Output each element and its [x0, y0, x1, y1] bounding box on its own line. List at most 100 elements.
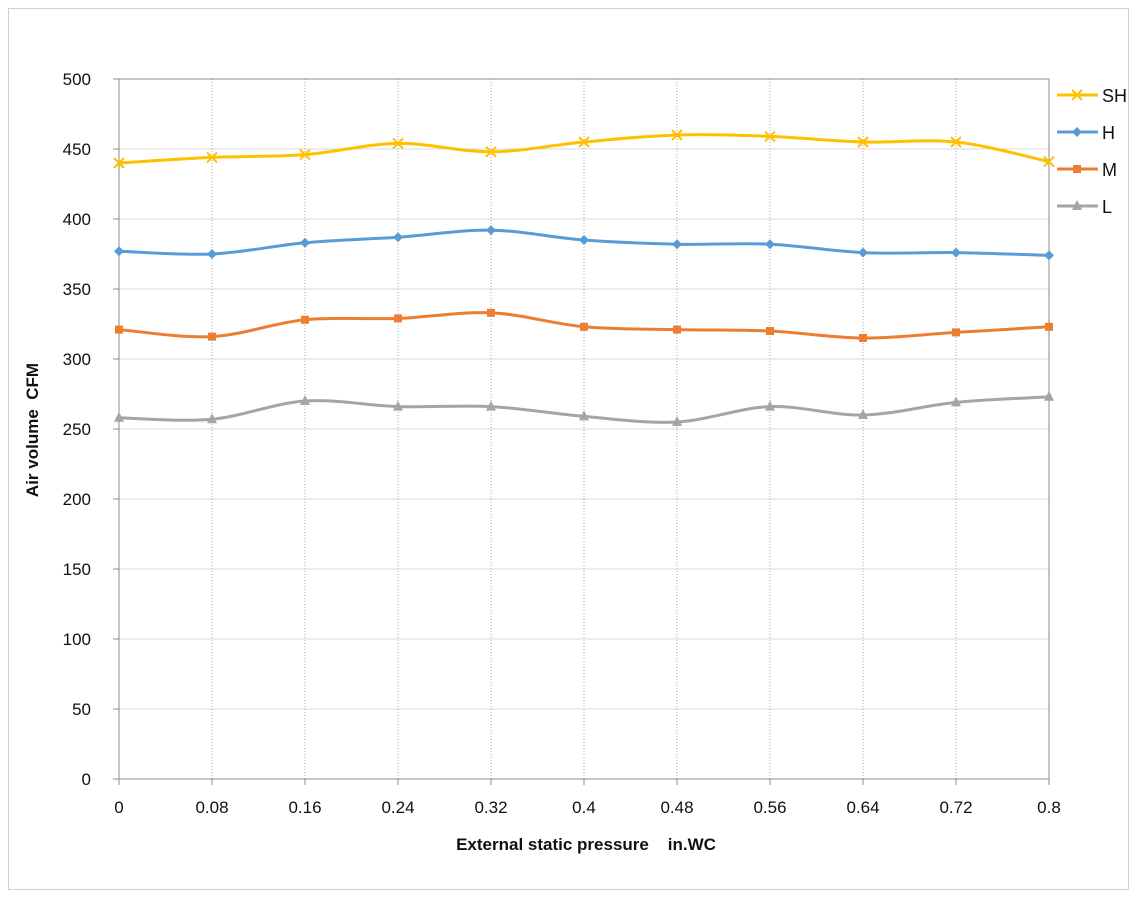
- series-sh: [113, 129, 1055, 169]
- y-tick-label: 350: [63, 280, 91, 299]
- data-point-h: [207, 249, 217, 259]
- data-point-h: [486, 225, 496, 236]
- legend-marker-h: [1072, 127, 1082, 137]
- data-point-sh: [392, 137, 404, 150]
- x-tick-label: 0.32: [474, 798, 507, 817]
- y-tick-label: 200: [63, 490, 91, 509]
- legend-marker-m: [1073, 165, 1081, 173]
- series-group: [113, 129, 1055, 426]
- x-stroke: [299, 148, 311, 161]
- data-point-m: [859, 334, 867, 342]
- legend-label-sh: SH: [1102, 86, 1127, 106]
- y-tick-label: 0: [82, 770, 91, 789]
- data-point-sh: [950, 136, 962, 148]
- data-point-sh: [1043, 155, 1055, 168]
- data-point-sh: [206, 151, 218, 164]
- series-m: [115, 308, 1053, 342]
- x-tick-label: 0.56: [753, 798, 786, 817]
- grid: [119, 78, 1049, 779]
- y-tick-label: 250: [63, 420, 91, 439]
- chart-frame: [8, 8, 1129, 890]
- data-point-sh: [671, 129, 683, 141]
- data-point-sh: [764, 130, 776, 143]
- data-point-l: [765, 400, 775, 411]
- data-point-l: [858, 409, 868, 419]
- x-stroke: [485, 146, 497, 158]
- data-point-sh: [113, 157, 125, 169]
- x-stroke: [206, 151, 218, 164]
- x-tick-label: 0.16: [288, 798, 321, 817]
- series-l: [114, 390, 1054, 426]
- data-point-h: [1044, 250, 1054, 261]
- legend-marker-l: [1072, 200, 1082, 210]
- data-point-sh: [485, 146, 497, 158]
- data-point-m: [208, 332, 216, 341]
- legend-label-m: M: [1102, 160, 1117, 180]
- x-tick-label: 0.8: [1037, 798, 1061, 817]
- data-point-m: [487, 308, 495, 317]
- data-point-m: [301, 315, 309, 324]
- y-axis-title: Air volume CFM: [23, 363, 42, 497]
- y-tick-label: 50: [72, 700, 91, 719]
- x-stroke: [1043, 155, 1055, 168]
- data-point-m: [115, 325, 123, 334]
- x-axis-title: External static pressure in.WC: [456, 835, 716, 854]
- y-tick-label: 100: [63, 630, 91, 649]
- data-point-m: [673, 325, 681, 334]
- x-stroke: [950, 136, 962, 148]
- legend: SH HML: [1057, 86, 1127, 217]
- x-tick-label: 0.72: [939, 798, 972, 817]
- x-tick-label: 0.48: [660, 798, 693, 817]
- data-point-h: [114, 246, 124, 257]
- data-point-l: [393, 400, 403, 411]
- data-point-m: [1045, 322, 1053, 331]
- x-stroke: [671, 129, 683, 141]
- data-point-h: [579, 235, 589, 245]
- data-point-sh: [578, 136, 590, 148]
- x-stroke: [113, 157, 125, 169]
- data-point-m: [952, 328, 960, 337]
- data-point-l: [300, 395, 310, 405]
- tick-labels: 0 50 100 150 200 250 300 350 400 450 500 0 0.08 0.16 0…: [63, 70, 1061, 817]
- data-point-l: [951, 396, 961, 407]
- x-stroke: [764, 130, 776, 143]
- axes: [113, 78, 1050, 785]
- data-point-h: [672, 239, 682, 250]
- y-tick-label: 150: [63, 560, 91, 579]
- x-tick-label: 0.64: [846, 798, 879, 817]
- legend-item-sh: SH: [1057, 86, 1127, 106]
- x-tick-label: 0.24: [381, 798, 414, 817]
- data-point-h: [951, 247, 961, 258]
- legend-marker-sh: [1071, 89, 1083, 101]
- data-point-sh: [299, 148, 311, 161]
- data-point-l: [1044, 390, 1054, 401]
- x-stroke: [857, 136, 869, 148]
- data-point-h: [300, 237, 310, 248]
- data-point-h: [393, 232, 403, 243]
- y-tick-label: 400: [63, 210, 91, 229]
- data-point-l: [486, 400, 496, 411]
- x-tick-label: 0.08: [195, 798, 228, 817]
- legend-label-l: L: [1102, 197, 1112, 217]
- legend-label-h: H: [1102, 123, 1115, 143]
- data-point-m: [580, 322, 588, 331]
- data-point-sh: [857, 136, 869, 148]
- x-tick-label: 0: [114, 798, 123, 817]
- legend-item-h: H: [1057, 123, 1115, 143]
- data-point-m: [394, 314, 402, 323]
- x-stroke: [578, 136, 590, 148]
- y-tick-label: 500: [63, 70, 91, 89]
- x-stroke: [1071, 89, 1083, 101]
- data-point-h: [765, 239, 775, 250]
- x-tick-label: 0.4: [572, 798, 596, 817]
- data-point-l: [579, 410, 589, 421]
- y-tick-label: 450: [63, 140, 91, 159]
- data-point-l: [672, 416, 682, 426]
- legend-item-m: M: [1057, 160, 1117, 180]
- legend-item-l: L: [1057, 197, 1112, 217]
- y-tick-label: 300: [63, 350, 91, 369]
- data-point-h: [858, 247, 868, 258]
- series-h: [114, 225, 1054, 261]
- data-point-l: [114, 411, 124, 422]
